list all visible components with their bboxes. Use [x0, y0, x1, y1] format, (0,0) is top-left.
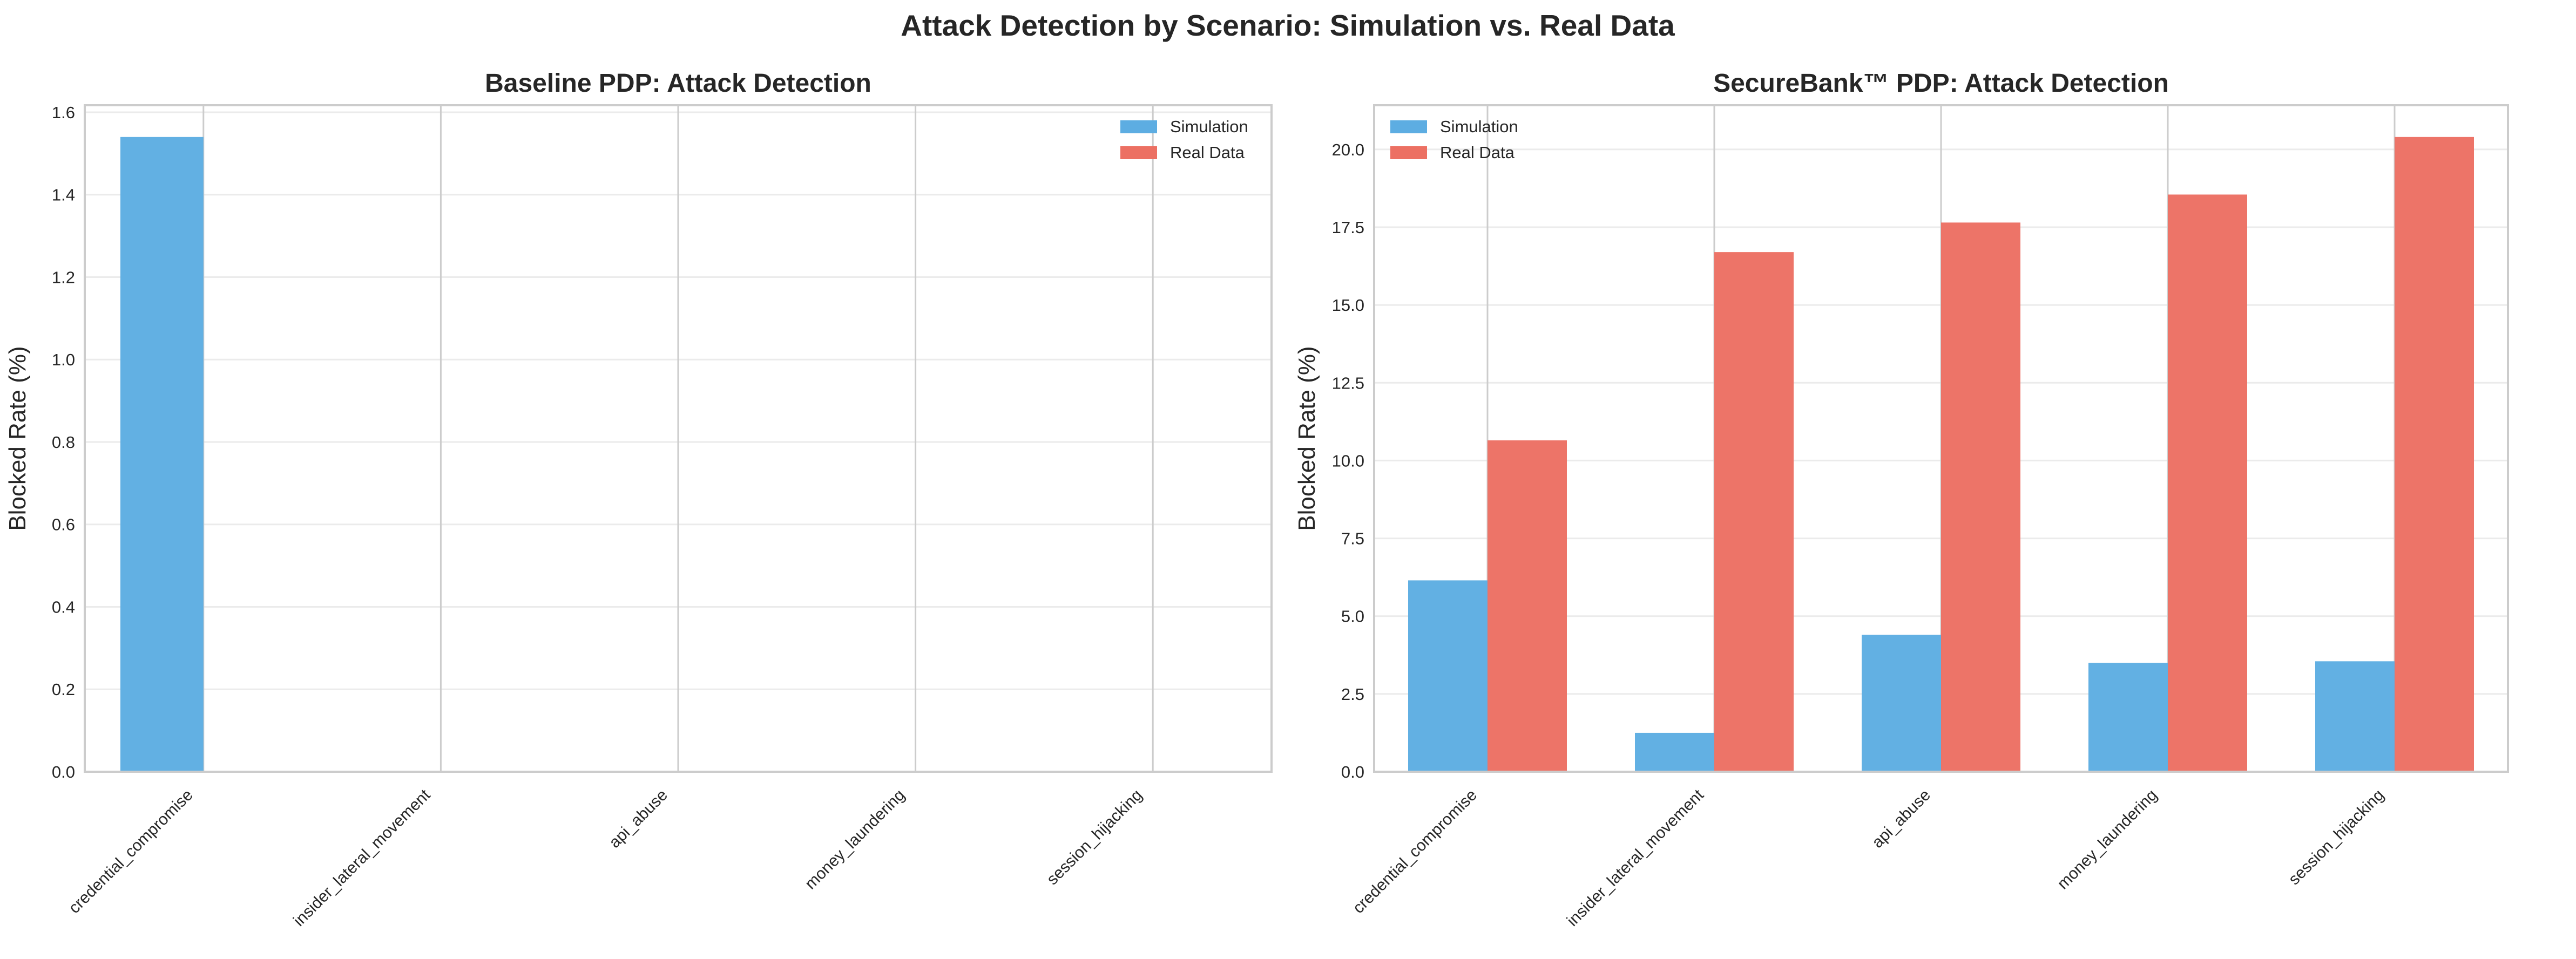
y-tick-label: 1.0 [52, 350, 75, 369]
legend-label: Real Data [1440, 143, 1515, 162]
x-tick-label: insider_lateral_movement [1564, 786, 1708, 930]
y-tick-label: 0.4 [52, 597, 75, 616]
x-tick-label: session_hijacking [2285, 786, 2388, 889]
y-tick-label: 0.8 [52, 433, 75, 452]
legend-swatch-simulation [1120, 120, 1157, 133]
y-tick-label: 12.5 [1332, 373, 1364, 392]
panel-baseline: 0.0 0.2 0.4 0.6 0.8 1.0 1.2 1.4 1.6 credential_co… [4, 69, 1273, 930]
y-tick-label: 0.6 [52, 515, 75, 534]
bar-real-data-money-laundering[interactable] [2168, 194, 2247, 772]
bar-simulation-insider-lateral-movement[interactable] [1635, 732, 1714, 772]
x-tick-label: insider_lateral_movement [290, 786, 434, 930]
legend-label: Simulation [1170, 117, 1248, 136]
bar-real-data-session-hijacking[interactable] [2395, 137, 2474, 772]
y-tick-label: 0.0 [1341, 763, 1364, 781]
y-tick-label: 0.2 [52, 680, 75, 699]
panel-title: SecureBank™ PDP: Attack Detection [1713, 69, 2169, 98]
y-tick-label: 1.6 [52, 103, 75, 122]
plot-frame [84, 104, 1273, 773]
bar-real-data-credential-compromise[interactable] [1488, 440, 1567, 772]
legend-swatch-real-data [1120, 146, 1157, 159]
x-tick-label: money_laundering [2054, 786, 2161, 893]
y-tick-label: 7.5 [1341, 529, 1364, 548]
y-tick-label: 15.0 [1332, 296, 1364, 315]
y-tick-label: 5.0 [1341, 607, 1364, 626]
y-tick-label: 1.2 [52, 268, 75, 287]
bar-real-data-insider-lateral-movement[interactable] [1714, 252, 1794, 772]
bar-simulation-credential-compromise[interactable] [1408, 580, 1488, 772]
y-tick-label: 1.4 [52, 186, 75, 205]
bar-simulation-credential-compromise[interactable] [120, 137, 204, 772]
plot-frame [1373, 104, 2509, 773]
y-tick-label: 17.5 [1332, 218, 1364, 237]
y-tick-label: 2.5 [1341, 685, 1364, 704]
legend-swatch-simulation [1390, 120, 1427, 133]
x-tick-label: api_abuse [606, 786, 671, 852]
y-axis-label: Blocked Rate (%) [1294, 346, 1320, 530]
bar-simulation-api-abuse[interactable] [1862, 635, 1941, 772]
bar-simulation-money-laundering[interactable] [2088, 663, 2168, 772]
bar-real-data-api-abuse[interactable] [1941, 222, 2020, 772]
figure-title: Attack Detection by Scenario: Simulation… [901, 9, 1675, 42]
y-tick-label: 0.0 [52, 763, 75, 781]
bar-simulation-session-hijacking[interactable] [2315, 661, 2395, 772]
x-tick-label: credential_compromise [65, 786, 197, 917]
panel-securebank: 0.0 2.5 5.0 7.5 10.0 12.5 15.0 17.5 20.0 credenti… [1294, 69, 2509, 930]
legend-swatch-real-data [1390, 146, 1427, 159]
x-tick-label: credential_compromise [1349, 786, 1480, 917]
x-tick-label: session_hijacking [1044, 786, 1146, 889]
panel-title: Baseline PDP: Attack Detection [485, 69, 871, 98]
x-tick-label: api_abuse [1869, 786, 1934, 852]
y-tick-label: 20.0 [1332, 140, 1364, 159]
legend-label: Real Data [1170, 143, 1245, 162]
y-axis-label: Blocked Rate (%) [4, 346, 31, 530]
legend-label: Simulation [1440, 117, 1518, 136]
x-tick-label: money_laundering [802, 786, 909, 893]
y-tick-label: 10.0 [1332, 451, 1364, 470]
